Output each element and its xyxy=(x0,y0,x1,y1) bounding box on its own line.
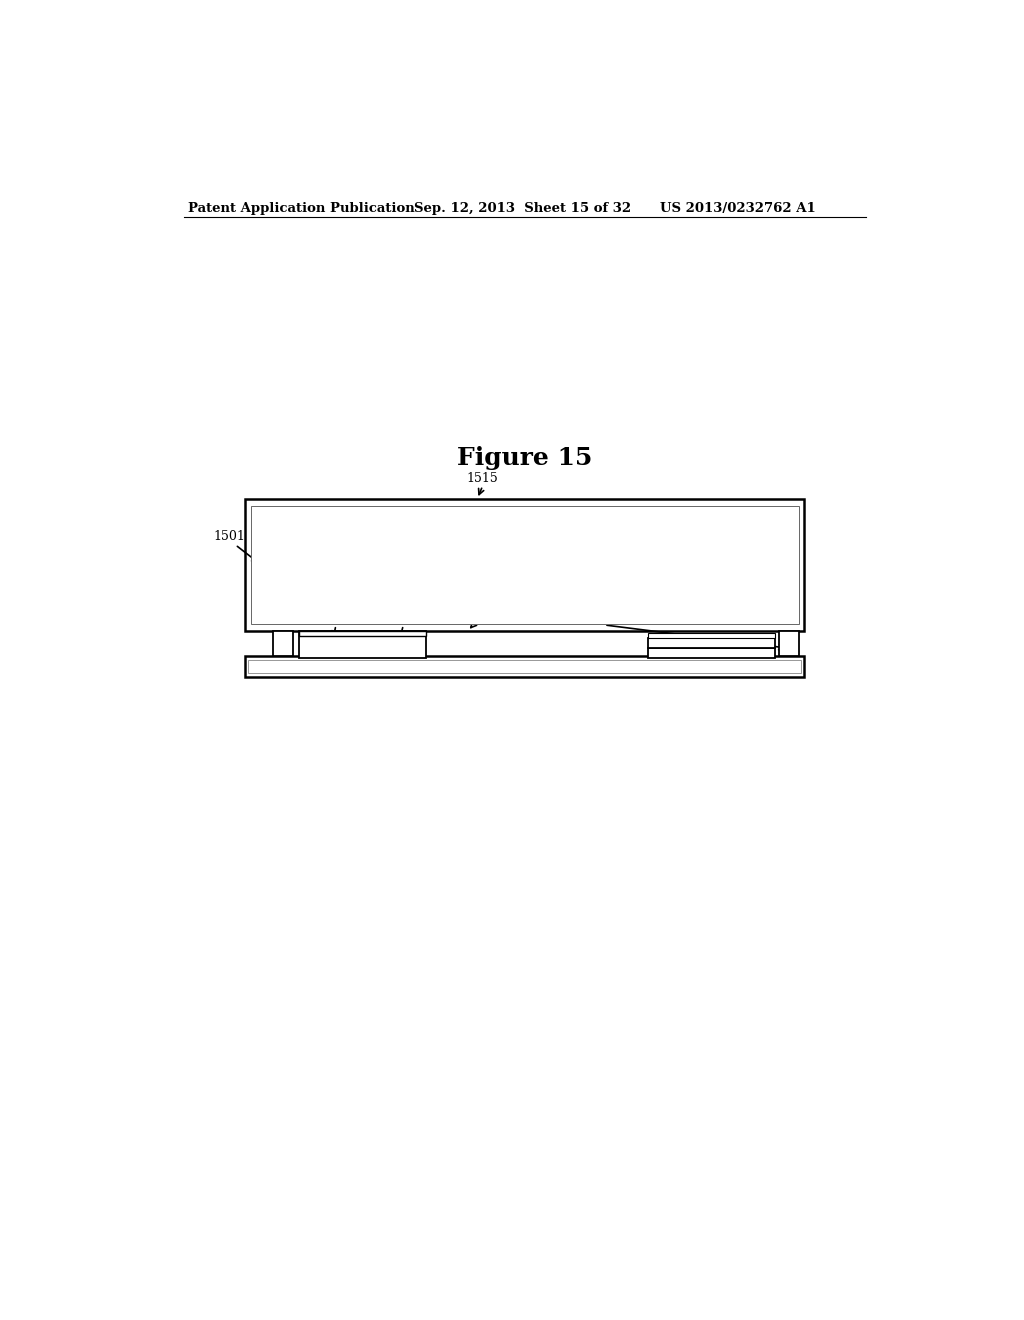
Bar xyxy=(648,648,775,659)
Bar xyxy=(299,631,426,659)
Bar xyxy=(246,656,804,677)
Text: 1513: 1513 xyxy=(460,612,492,626)
Text: 1511: 1511 xyxy=(325,612,356,626)
Bar xyxy=(299,631,426,636)
Text: Figure 15: Figure 15 xyxy=(457,446,593,470)
Bar xyxy=(273,631,293,656)
Bar xyxy=(251,506,799,624)
Text: Sep. 12, 2013  Sheet 15 of 32: Sep. 12, 2013 Sheet 15 of 32 xyxy=(414,202,631,215)
Bar xyxy=(246,499,804,631)
Bar xyxy=(648,634,775,638)
Text: 1501: 1501 xyxy=(214,531,246,543)
Bar xyxy=(248,660,802,673)
Text: 1510: 1510 xyxy=(269,589,301,602)
Text: US 2013/0232762 A1: US 2013/0232762 A1 xyxy=(659,202,815,215)
Bar xyxy=(778,631,799,656)
Bar xyxy=(648,638,775,648)
Text: Patent Application Publication: Patent Application Publication xyxy=(187,202,415,215)
Text: 1514: 1514 xyxy=(582,612,613,626)
Text: 1515: 1515 xyxy=(466,473,498,484)
Text: 1512: 1512 xyxy=(390,612,422,626)
